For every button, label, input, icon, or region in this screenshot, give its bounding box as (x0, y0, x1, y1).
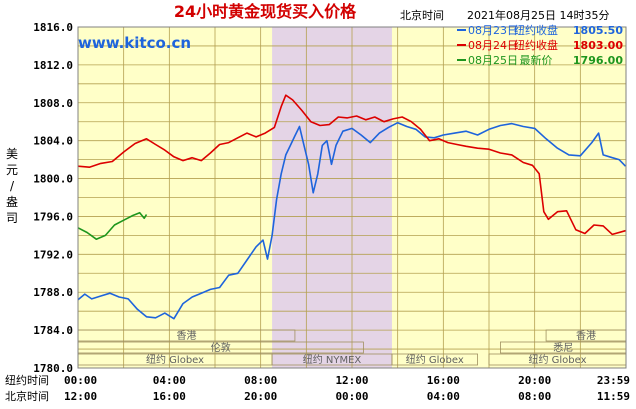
session-label: 香港 (576, 330, 596, 342)
x-tick-label: 12:00 (335, 374, 368, 387)
x-tick-label: 12:00 (64, 390, 97, 403)
y-label-char: 元 (6, 163, 18, 177)
y-tick-label: 1784.0 (33, 324, 73, 337)
x-tick-label: 04:00 (427, 390, 460, 403)
y-tick-label: 1796.0 (33, 210, 73, 223)
legend-label: 纽约收盘 (514, 38, 558, 52)
series-line-1 (77, 121, 627, 320)
x-tick-label: 08:00 (518, 390, 551, 403)
x-tick-label: 00:00 (335, 390, 368, 403)
y-label-char: 美 (6, 147, 18, 161)
x-axis: 纽约时间 00:00 04:00 08:00 12:00 16:00 20:00 23:59 北… (5, 373, 630, 403)
x-row-label: 纽约时间 (5, 373, 49, 387)
series-line-3 (77, 211, 148, 240)
y-tick-label: 1808.0 (33, 97, 73, 110)
y-axis: 1816.0 1812.0 1808.0 1804.0 1800.0 1796.0 1792… (33, 21, 73, 375)
session-box (391, 353, 478, 366)
legend-date: 08月23日 (468, 24, 518, 37)
y-tick-label: 1792.0 (33, 248, 73, 261)
y-tick-label: 1788.0 (33, 286, 73, 299)
session-label: 纽约 NYMEX (303, 353, 362, 366)
y-tick-label: 1800.0 (33, 173, 73, 186)
x-tick-label: 20:00 (518, 374, 551, 387)
legend-value: 1803.00 (573, 39, 623, 52)
y-tick-label: 1812.0 (33, 59, 73, 72)
x-tick-label: 11:59 (597, 390, 630, 403)
x-tick-label: 00:00 (64, 374, 97, 387)
legend-date: 08月25日 (468, 54, 518, 67)
legend-value: 1796.00 (573, 54, 623, 67)
timezone-label: 北京时间 (400, 8, 444, 22)
plot-border (77, 26, 627, 369)
session-label: 纽约 Globex (406, 353, 464, 366)
legend-label: 最新价 (520, 53, 553, 67)
x-tick-label: 20:00 (244, 390, 277, 403)
legend-label: 纽约收盘 (514, 23, 558, 37)
watermark: www.kitco.cn (78, 34, 191, 52)
y-label-char: 司 (6, 211, 18, 225)
legend-value: 1805.50 (573, 24, 623, 37)
series-line-2 (77, 94, 626, 236)
session-bar: 纽约 Globex (391, 353, 478, 366)
y-label-char: / (10, 179, 15, 193)
session-label: 悉尼 (553, 342, 573, 354)
y-tick-label: 1804.0 (33, 135, 73, 148)
price-series (77, 94, 627, 320)
y-label-char: 盎 (6, 195, 18, 209)
session-label: 纽约 Globex (146, 353, 204, 366)
x-tick-label: 16:00 (153, 390, 186, 403)
chart-title: 24小时黄金现货买入价格 (174, 2, 357, 21)
x-tick-label: 08:00 (244, 374, 277, 387)
x-tick-label: 23:59 (597, 374, 630, 387)
y-axis-label: 美元 / 盎司 (6, 147, 18, 225)
legend-entry: 08月25日 最新价 1796.00 (457, 53, 623, 67)
session-label: 伦敦 (211, 341, 231, 354)
session-label: 纽约 Globex (528, 353, 586, 366)
x-tick-label: 04:00 (153, 374, 186, 387)
x-tick-label: 16:00 (427, 374, 460, 387)
y-tick-label: 1816.0 (33, 21, 73, 34)
timestamp: 2021年08月25日 14时35分 (467, 8, 609, 22)
legend-date: 08月24日 (468, 39, 518, 52)
session-label: 香港 (176, 330, 196, 342)
y-tick-label: 1780.0 (33, 362, 73, 375)
x-row-label: 北京时间 (5, 389, 49, 403)
